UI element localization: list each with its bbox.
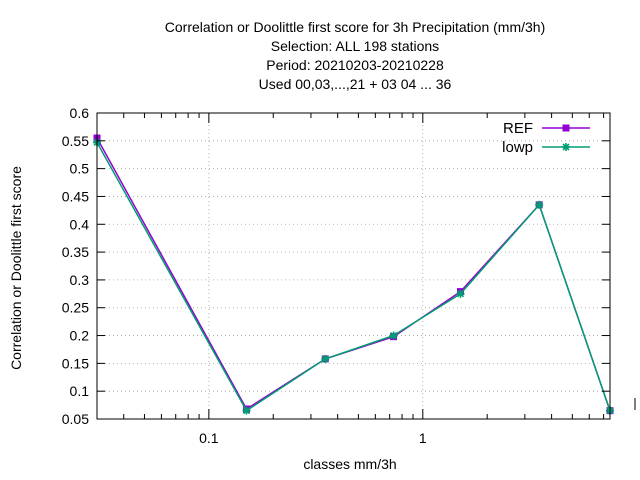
y-axis-label: Correlation or Doolittle first score [8,166,24,370]
data-point-core [563,144,569,150]
y-tick-label: 0.35 [62,244,89,260]
data-point [535,200,544,209]
y-tick-label: 0.25 [62,300,89,316]
y-tick-label: 0.1 [70,383,90,399]
y-tick-label: 0.15 [62,355,89,371]
data-point-core [244,408,249,413]
data-point-core [458,291,463,297]
data-point-core [391,333,396,338]
axis-ticks: 0.05 0.1 0.15 0.2 0.25 0.3 0.35 0.4 0.45 0.5 0.55 0… [62,105,636,446]
y-tick-label: 0.6 [70,105,90,121]
data-point [321,354,330,363]
y-tick-label: 0.5 [70,161,90,177]
title-line: Used 00,03,...,21 + 03 04 ... 36 [258,76,452,92]
y-tick-label: 0.4 [70,216,90,232]
data-point-core [536,202,542,207]
legend: REF lowp [502,120,590,156]
x-tick-label: 1 [419,430,427,446]
data-point [242,406,251,415]
title-line: Selection: ALL 198 stations [270,38,440,54]
data-point [562,143,570,151]
legend-label: REF [503,120,533,137]
series-line [96,137,611,411]
y-tick-label: 0.55 [62,133,89,149]
series-ref [93,134,614,415]
y-tick-label: 0.45 [62,188,89,204]
data-point [456,289,465,298]
data-point [389,331,398,340]
x-tick-label: 0.1 [199,430,219,446]
y-tick-label: 0.05 [62,411,89,427]
title-line: Period: 20210203-20210228 [266,57,444,73]
series-layer [93,134,614,415]
data-point [562,124,570,132]
legend-label: lowp [502,139,533,156]
y-tick-label: 0.2 [70,328,90,344]
series-lowp [93,138,614,415]
x-axis-label: classes mm/3h [303,456,397,472]
title-line: Correlation or Doolittle first score for… [164,19,546,35]
y-tick-label: 0.3 [70,272,90,288]
plot-frame [96,112,611,420]
data-point-core [323,356,328,362]
grid-lines [97,113,610,419]
